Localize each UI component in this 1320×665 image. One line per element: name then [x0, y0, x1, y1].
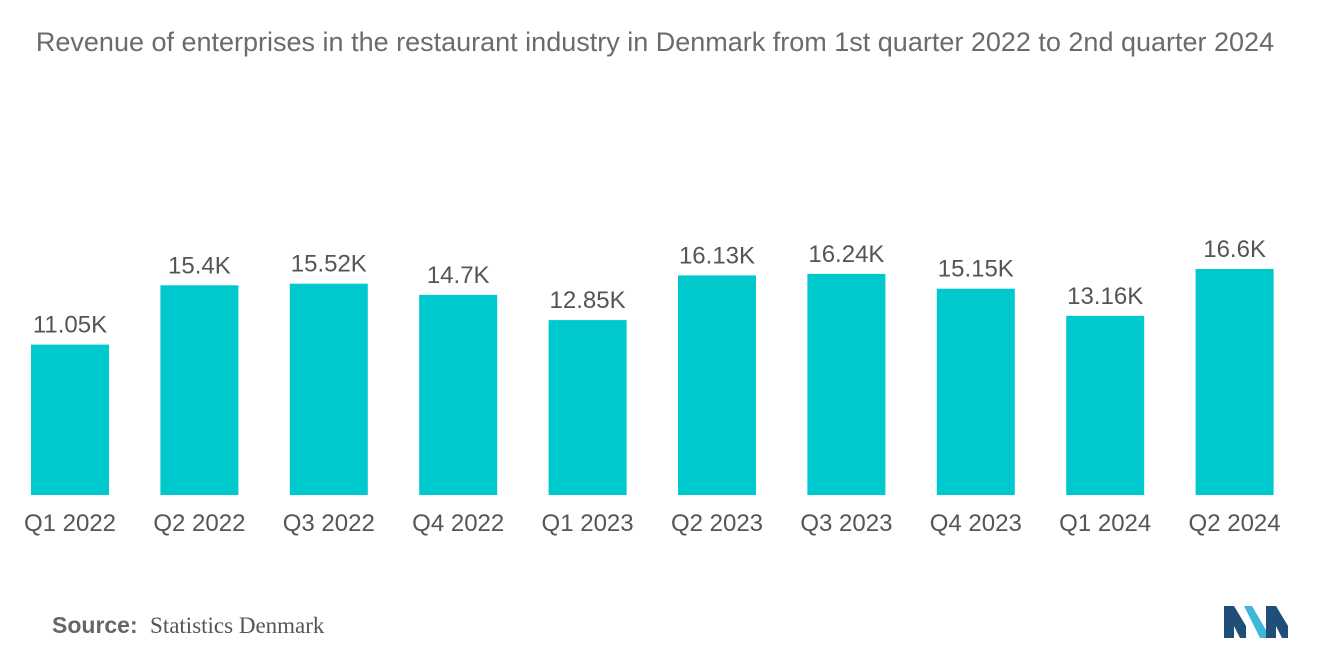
category-label: Q3 2022	[283, 510, 375, 537]
chart-title: Revenue of enterprises in the restaurant…	[35, 27, 1275, 57]
bar	[1195, 269, 1274, 495]
value-label: 16.6K	[1203, 236, 1266, 263]
category-label: Q1 2022	[24, 510, 116, 537]
value-label: 15.15K	[938, 256, 1014, 283]
source-label: Source:	[52, 612, 138, 638]
value-label: 12.85K	[550, 287, 626, 314]
category-labels-group: Q1 2022 Q2 2022 Q3 2022 Q4 2022 Q1 2023 Q2 20…	[24, 510, 1281, 537]
source-value: Statistics Denmark	[150, 613, 325, 638]
category-label: Q3 2023	[800, 510, 892, 537]
value-label: 13.16K	[1067, 283, 1143, 310]
bar	[807, 273, 886, 495]
bar	[419, 294, 498, 495]
category-label: Q2 2022	[153, 510, 245, 537]
category-label: Q2 2024	[1189, 510, 1281, 537]
source-note: Source: Statistics Denmark	[52, 612, 324, 639]
value-label: 16.13K	[679, 242, 755, 269]
value-labels-group: 11.05K 15.4K 15.52K 14.7K 12.85K 16.13K 16.24K…	[33, 236, 1266, 339]
category-label: Q1 2024	[1059, 510, 1151, 537]
category-label: Q2 2023	[671, 510, 763, 537]
value-label: 11.05K	[33, 312, 107, 339]
bar	[678, 275, 756, 495]
value-label: 15.52K	[291, 251, 367, 278]
category-label: Q4 2022	[412, 510, 504, 537]
mordor-logo-icon	[1224, 606, 1288, 638]
bar	[548, 320, 627, 495]
value-label: 15.4K	[168, 252, 231, 279]
bar	[936, 288, 1015, 495]
category-label: Q4 2023	[930, 510, 1022, 537]
category-label: Q1 2023	[542, 510, 634, 537]
bar	[160, 285, 239, 495]
bar	[289, 283, 368, 495]
bar	[31, 344, 109, 495]
bar	[1066, 315, 1145, 495]
value-label: 16.24K	[808, 241, 884, 268]
bar-chart: 11.05K 15.4K 15.52K 14.7K 12.85K 16.13K 16.24K…	[24, 236, 1281, 537]
bars-group	[31, 269, 1274, 495]
value-label: 14.7K	[427, 262, 490, 289]
